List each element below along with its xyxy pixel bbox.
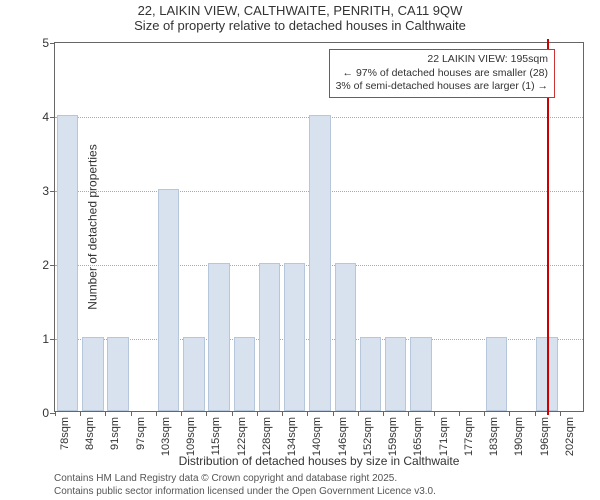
xtick-mark xyxy=(232,411,233,416)
xtick-label: 91sqm xyxy=(109,417,121,450)
xtick-mark xyxy=(55,411,56,416)
histogram-bar xyxy=(385,337,406,411)
xtick-label: 97sqm xyxy=(135,417,147,450)
xtick-mark xyxy=(131,411,132,416)
histogram-bar xyxy=(309,115,330,411)
title-line-2: Size of property relative to detached ho… xyxy=(0,18,600,33)
histogram-bar xyxy=(57,115,78,411)
ytick-mark xyxy=(50,43,55,44)
xtick-label: 183sqm xyxy=(488,417,500,456)
xtick-label: 190sqm xyxy=(513,417,525,456)
xtick-mark xyxy=(434,411,435,416)
histogram-bar xyxy=(284,263,305,411)
annotation-line: 22 LAIKIN VIEW: 195sqm xyxy=(336,53,548,67)
xtick-mark xyxy=(333,411,334,416)
xtick-mark xyxy=(206,411,207,416)
xtick-mark xyxy=(484,411,485,416)
ytick-label: 1 xyxy=(42,332,49,346)
xtick-mark xyxy=(307,411,308,416)
xtick-mark xyxy=(509,411,510,416)
xtick-label: 134sqm xyxy=(286,417,298,456)
xtick-mark xyxy=(80,411,81,416)
histogram-bar xyxy=(183,337,204,411)
ytick-label: 0 xyxy=(42,406,49,420)
xtick-label: 146sqm xyxy=(337,417,349,456)
histogram-bar xyxy=(360,337,381,411)
footer-line-2: Contains public sector information licen… xyxy=(54,486,436,499)
xtick-label: 177sqm xyxy=(463,417,475,456)
histogram-bar xyxy=(234,337,255,411)
xtick-mark xyxy=(358,411,359,416)
xtick-label: 84sqm xyxy=(84,417,96,450)
ytick-label: 4 xyxy=(42,110,49,124)
chart-titles: 22, LAIKIN VIEW, CALTHWAITE, PENRITH, CA… xyxy=(0,0,600,33)
xtick-label: 152sqm xyxy=(362,417,374,456)
title-line-1: 22, LAIKIN VIEW, CALTHWAITE, PENRITH, CA… xyxy=(0,3,600,18)
histogram-bar xyxy=(335,263,356,411)
chart-area: 01234578sqm84sqm91sqm97sqm103sqm109sqm11… xyxy=(54,42,584,412)
attribution-footer: Contains HM Land Registry data © Crown c… xyxy=(54,473,436,498)
xtick-label: 109sqm xyxy=(185,417,197,456)
xtick-mark xyxy=(459,411,460,416)
xtick-label: 165sqm xyxy=(412,417,424,456)
xtick-mark xyxy=(535,411,536,416)
histogram-bar xyxy=(158,189,179,411)
histogram-bar xyxy=(107,337,128,411)
histogram-bar xyxy=(82,337,103,411)
histogram-bar xyxy=(208,263,229,411)
xtick-mark xyxy=(181,411,182,416)
xtick-label: 78sqm xyxy=(59,417,71,450)
xtick-mark xyxy=(408,411,409,416)
xtick-mark xyxy=(383,411,384,416)
annotation-line: ← 97% of detached houses are smaller (28… xyxy=(336,67,548,81)
xtick-label: 171sqm xyxy=(438,417,450,456)
xtick-label: 128sqm xyxy=(261,417,273,456)
xtick-label: 196sqm xyxy=(539,417,551,456)
xtick-label: 202sqm xyxy=(564,417,576,456)
histogram-bar xyxy=(410,337,431,411)
xtick-label: 122sqm xyxy=(236,417,248,456)
xtick-mark xyxy=(282,411,283,416)
xtick-label: 159sqm xyxy=(387,417,399,456)
xtick-mark xyxy=(560,411,561,416)
annotation-box: 22 LAIKIN VIEW: 195sqm← 97% of detached … xyxy=(329,49,555,98)
y-axis-label: Number of detached properties xyxy=(86,144,100,309)
xtick-mark xyxy=(257,411,258,416)
plot-region: 01234578sqm84sqm91sqm97sqm103sqm109sqm11… xyxy=(54,42,584,412)
ytick-label: 2 xyxy=(42,258,49,272)
annotation-line: 3% of semi-detached houses are larger (1… xyxy=(336,80,548,94)
xtick-label: 115sqm xyxy=(210,417,222,455)
histogram-bar xyxy=(486,337,507,411)
ytick-label: 5 xyxy=(42,36,49,50)
xtick-mark xyxy=(105,411,106,416)
ytick-label: 3 xyxy=(42,184,49,198)
histogram-bar xyxy=(259,263,280,411)
xtick-label: 103sqm xyxy=(160,417,172,456)
xtick-mark xyxy=(156,411,157,416)
footer-line-1: Contains HM Land Registry data © Crown c… xyxy=(54,473,436,486)
xtick-label: 140sqm xyxy=(311,417,323,456)
x-axis-label: Distribution of detached houses by size … xyxy=(179,454,460,468)
